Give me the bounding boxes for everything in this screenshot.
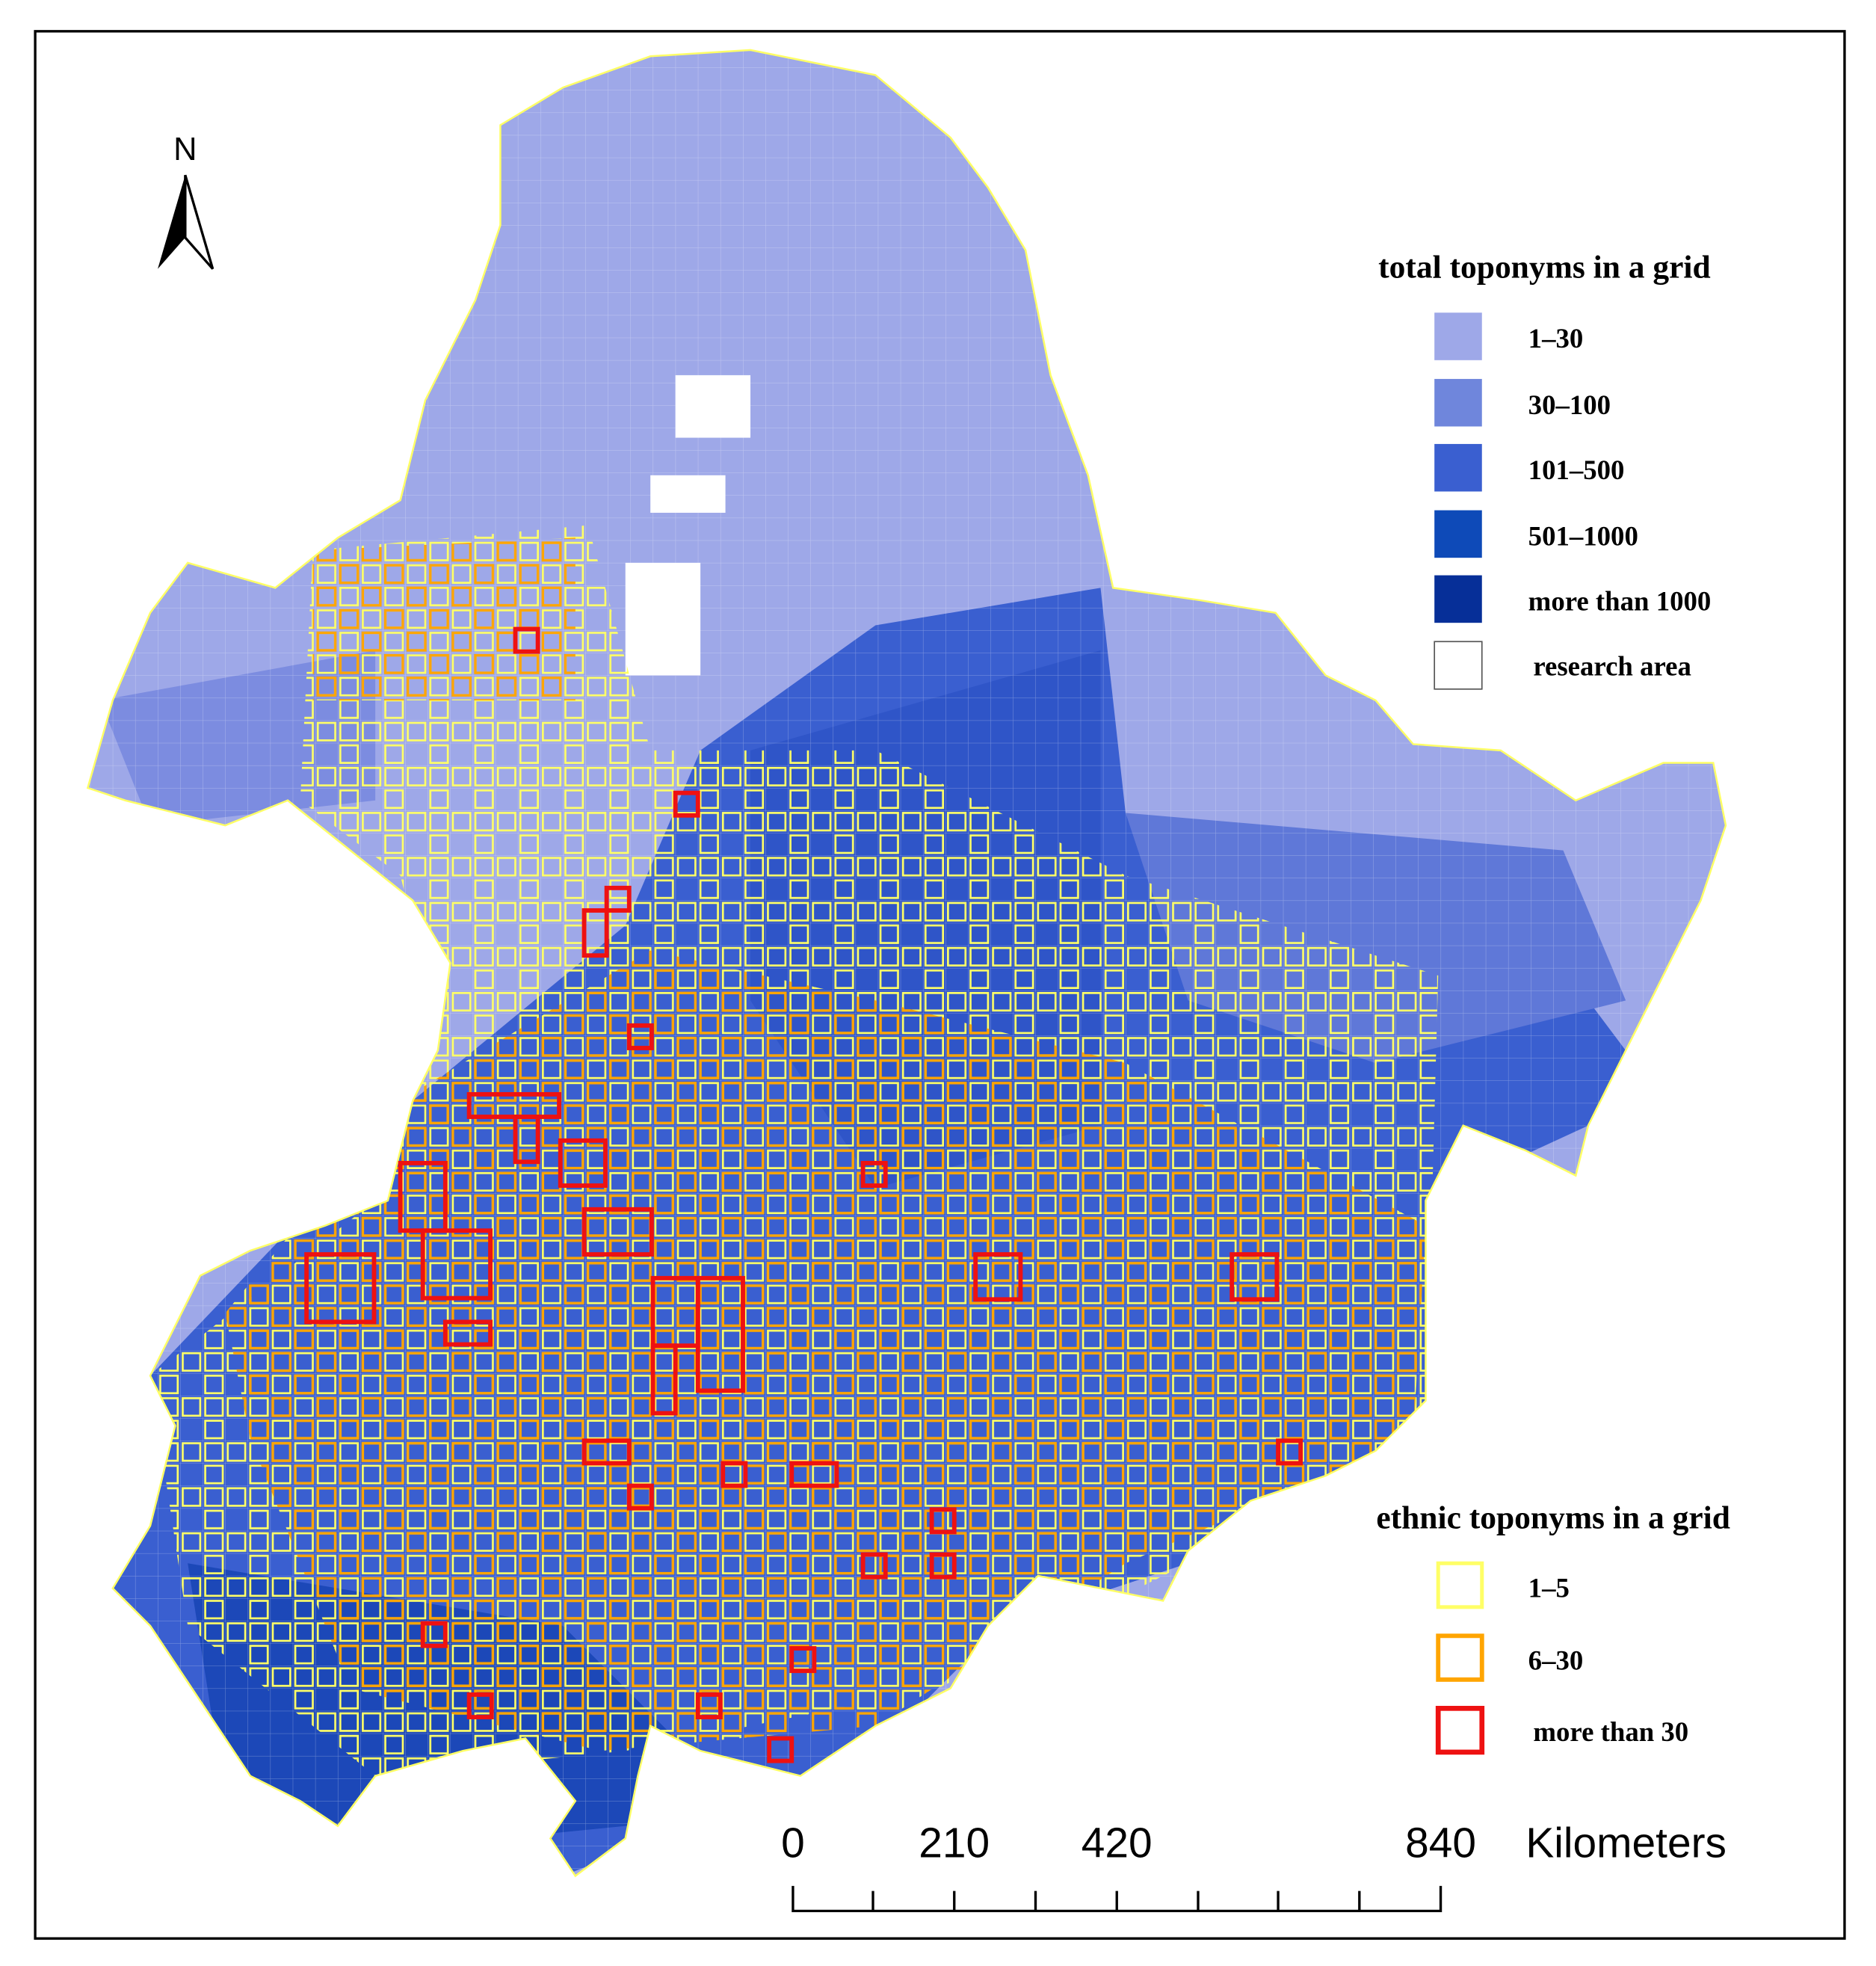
scale-label: 0 (781, 1819, 805, 1867)
legend-swatch (1436, 1561, 1484, 1609)
scale-label: 420 (1082, 1819, 1153, 1867)
legend-label: 101–500 (1528, 454, 1625, 485)
boundary (86, 49, 1727, 1878)
legend-label: 1–5 (1528, 1572, 1570, 1603)
scale-label: 840 (1405, 1819, 1476, 1867)
north-label: N (173, 132, 197, 167)
legend-label: 30–100 (1528, 389, 1611, 420)
legend-ethnic: ethnic toponyms in a grid 1–5 6–30 more … (1376, 1500, 1730, 1755)
legend-label: research area (1533, 650, 1691, 681)
legend-label: 501–1000 (1528, 520, 1638, 551)
legend-swatch (1435, 1706, 1485, 1755)
legend-swatch (1436, 1633, 1484, 1682)
legend-title: total toponyms in a grid (1378, 249, 1711, 285)
scale-unit: Kilometers (1525, 1819, 1727, 1867)
legend-label: more than 30 (1533, 1716, 1688, 1747)
legend-label: 1–30 (1528, 323, 1584, 354)
legend-label: more than 1000 (1528, 585, 1712, 616)
legend-swatch (1434, 510, 1482, 558)
legend-swatch (1434, 443, 1482, 492)
legend-swatch (1434, 312, 1482, 360)
scale-bar: 0 210 420 840 Kilometers (781, 1819, 1727, 1913)
legend-title: ethnic toponyms in a grid (1376, 1500, 1730, 1535)
scale-label: 210 (919, 1819, 990, 1867)
red-cells (304, 626, 1303, 1763)
legend-swatch (1434, 641, 1483, 690)
legend-label: 6–30 (1528, 1645, 1584, 1675)
legend-total: total toponyms in a grid 1–30 30–100 101… (1378, 249, 1712, 690)
legend-swatch (1434, 378, 1482, 427)
legend-swatch (1434, 575, 1482, 623)
